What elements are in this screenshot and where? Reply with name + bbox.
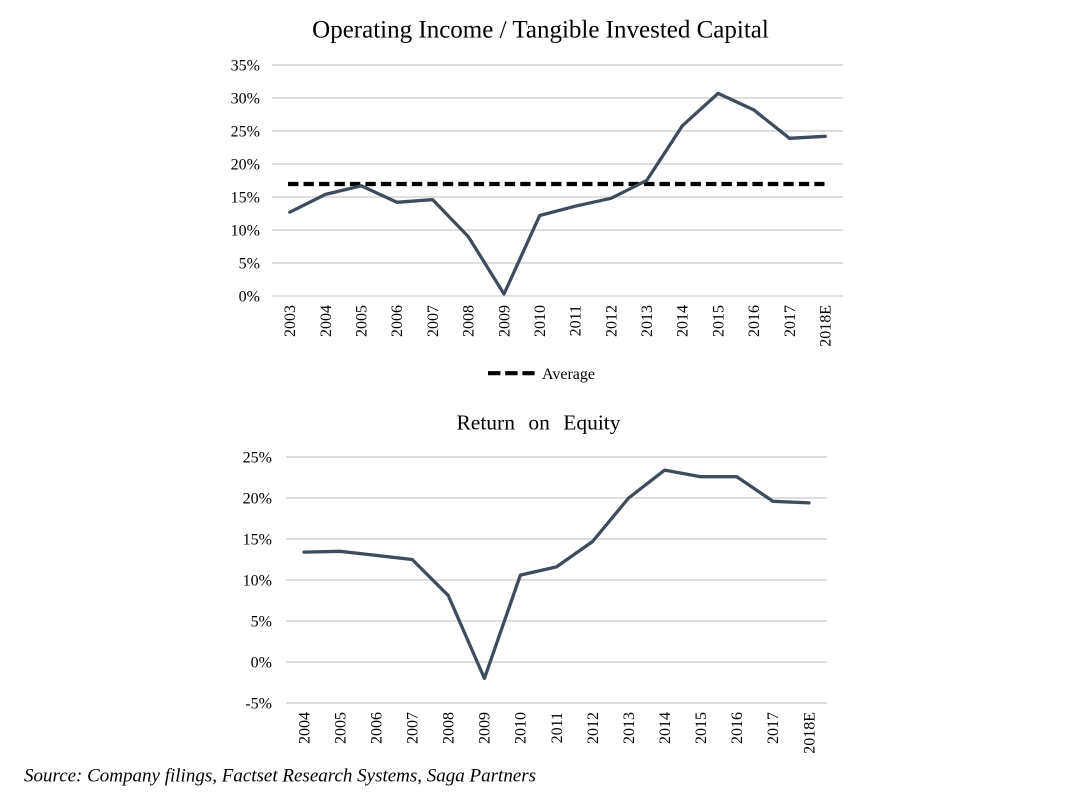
svg-text:Source: Company filings, Facts: Source: Company filings, Factset Researc… — [24, 766, 536, 787]
svg-text:20%: 20% — [243, 490, 272, 507]
svg-text:15%: 15% — [243, 531, 272, 548]
svg-text:Average: Average — [542, 366, 595, 383]
svg-text:2010: 2010 — [513, 712, 530, 744]
svg-text:2015: 2015 — [710, 305, 727, 337]
svg-text:2013: 2013 — [621, 712, 638, 744]
svg-text:2014: 2014 — [675, 305, 692, 337]
svg-text:0%: 0% — [239, 288, 260, 305]
svg-text:25%: 25% — [231, 123, 260, 140]
svg-text:2007: 2007 — [425, 305, 442, 337]
svg-text:2004: 2004 — [318, 305, 335, 337]
svg-text:5%: 5% — [251, 613, 272, 630]
svg-text:2009: 2009 — [496, 305, 513, 337]
svg-text:2012: 2012 — [603, 305, 620, 337]
svg-text:35%: 35% — [231, 57, 260, 74]
svg-text:2010: 2010 — [532, 305, 549, 337]
svg-text:Operating Income / Tangible In: Operating Income / Tangible Invested Cap… — [312, 17, 769, 44]
svg-text:2012: 2012 — [585, 712, 602, 744]
svg-text:15%: 15% — [231, 189, 260, 206]
svg-text:2004: 2004 — [296, 712, 313, 744]
svg-text:10%: 10% — [243, 572, 272, 589]
svg-text:20%: 20% — [231, 156, 260, 173]
svg-text:2018E: 2018E — [817, 305, 834, 347]
svg-text:2008: 2008 — [461, 305, 478, 337]
svg-text:0%: 0% — [251, 654, 272, 671]
svg-text:-5%: -5% — [245, 695, 272, 712]
svg-text:2014: 2014 — [657, 712, 674, 744]
svg-text:Return on Equity: Return on Equity — [456, 411, 620, 435]
svg-text:2006: 2006 — [368, 712, 385, 744]
svg-text:25%: 25% — [243, 449, 272, 466]
svg-text:2003: 2003 — [282, 305, 299, 337]
svg-text:2008: 2008 — [441, 712, 458, 744]
svg-text:2016: 2016 — [729, 712, 746, 744]
svg-text:2006: 2006 — [389, 305, 406, 337]
svg-text:2018E: 2018E — [801, 712, 818, 754]
svg-text:2011: 2011 — [549, 712, 566, 743]
svg-text:2016: 2016 — [746, 305, 763, 337]
svg-text:2007: 2007 — [404, 712, 421, 744]
svg-text:2017: 2017 — [765, 712, 782, 744]
svg-text:2009: 2009 — [477, 712, 494, 744]
svg-text:2005: 2005 — [332, 712, 349, 744]
svg-text:2011: 2011 — [568, 305, 585, 336]
svg-text:5%: 5% — [239, 255, 260, 272]
svg-text:2015: 2015 — [693, 712, 710, 744]
svg-text:10%: 10% — [231, 222, 260, 239]
svg-text:2013: 2013 — [639, 305, 656, 337]
svg-text:2005: 2005 — [353, 305, 370, 337]
svg-text:30%: 30% — [231, 90, 260, 107]
svg-text:2017: 2017 — [782, 305, 799, 337]
